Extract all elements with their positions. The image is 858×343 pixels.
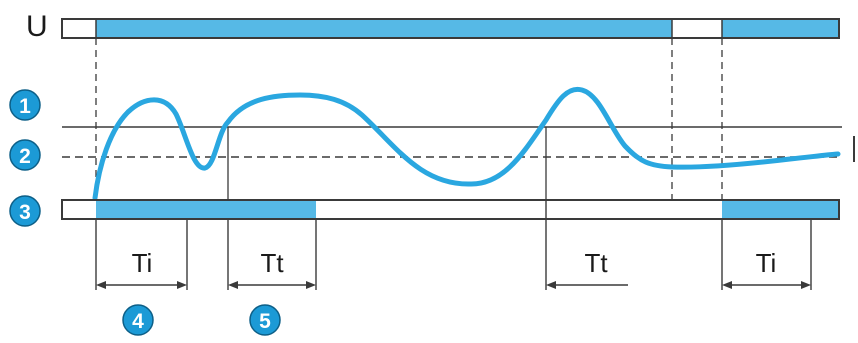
signal-curve <box>92 86 841 201</box>
crossing-lines <box>227 127 547 200</box>
relay-output-row <box>61 199 840 220</box>
marker-badge-2: 2 <box>9 139 41 171</box>
guide-lines <box>95 38 723 200</box>
interval-ti-second-label: Ti <box>756 248 777 278</box>
interval-tt-first-label: Tt <box>260 248 284 278</box>
interval-tt-second-label: Tt <box>584 248 608 278</box>
relay-on-segment-1 <box>96 201 316 218</box>
interval-ti-first-label: Ti <box>132 248 153 278</box>
interval-ti-second <box>721 219 812 290</box>
supply-on-segment-2 <box>722 20 838 37</box>
supply-voltage-row: U <box>26 10 840 43</box>
marker-badge-5: 5 <box>249 304 281 336</box>
relay-on-segment-2 <box>722 201 838 218</box>
svg-text:5: 5 <box>259 310 271 333</box>
marker-badge-1: 1 <box>9 89 41 121</box>
marker-badge-3: 3 <box>9 195 41 227</box>
svg-text:1: 1 <box>19 95 31 118</box>
supply-voltage-label: U <box>26 10 48 43</box>
svg-text:2: 2 <box>19 145 31 168</box>
svg-text:3: 3 <box>19 201 31 224</box>
svg-text:4: 4 <box>132 310 144 333</box>
interval-tt-second <box>545 200 628 290</box>
marker-badge-4: 4 <box>122 304 154 336</box>
interval-ti-first <box>95 219 188 290</box>
supply-on-segment-1 <box>96 20 672 37</box>
interval-tt-first <box>227 219 317 290</box>
